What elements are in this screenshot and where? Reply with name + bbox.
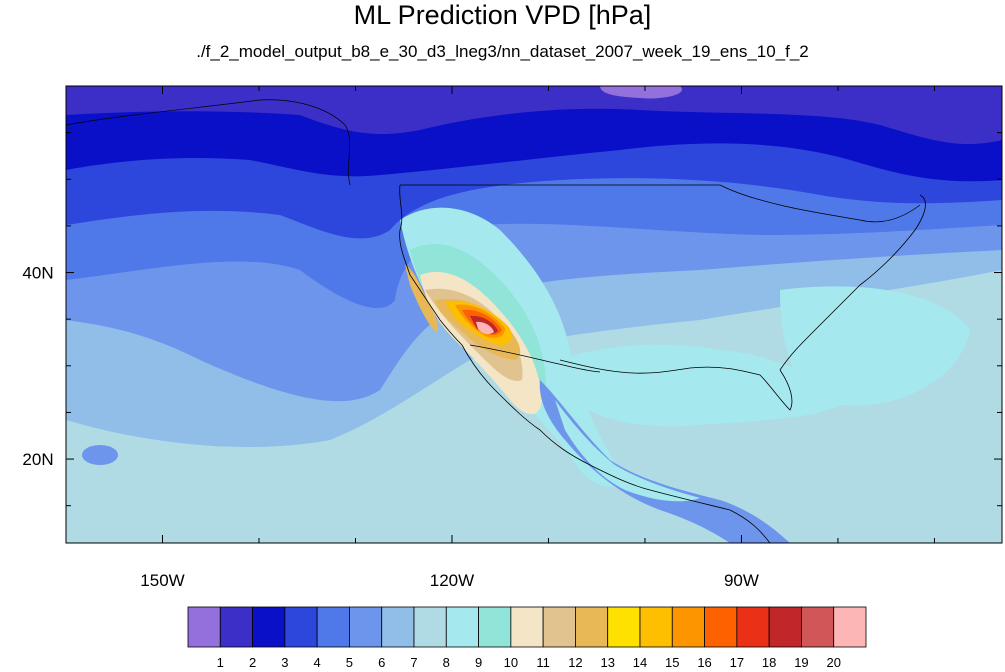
colorbar-label: 11 — [536, 655, 550, 670]
colorbar-swatch — [413, 606, 447, 648]
colorbar-label: 1 — [217, 655, 224, 670]
colorbar-swatch — [252, 606, 286, 648]
vpd-field — [66, 86, 1002, 543]
gulf-patch — [560, 344, 850, 427]
lon-tick-label: 120W — [430, 571, 474, 590]
colorbar-label: 17 — [730, 655, 744, 670]
colorbar-label: 7 — [410, 655, 417, 670]
coastline-east — [779, 194, 926, 371]
colorbar-label: 6 — [378, 655, 385, 670]
colorbar-label: 3 — [281, 655, 288, 670]
mexico-border — [469, 344, 601, 373]
lat-tick-label: 40N — [22, 264, 53, 283]
colorbar-swatch — [639, 606, 673, 648]
sw-level-20 — [476, 321, 494, 335]
coastline-west — [399, 184, 771, 543]
colorbar-label: 10 — [504, 655, 518, 670]
latitude-labels: 40N 20N — [22, 264, 53, 470]
colorbar-swatch — [316, 606, 350, 648]
plot-frame — [65, 85, 1003, 544]
lon-tick-label: 150W — [140, 571, 184, 590]
colorbar-swatch — [575, 606, 609, 648]
lat-tick-label: 20N — [22, 450, 53, 469]
colorbar-label: 4 — [314, 655, 321, 670]
hawaii-patch — [82, 445, 118, 465]
atlantic-patch — [780, 286, 970, 406]
colorbar-swatch — [801, 606, 835, 648]
colorbar-swatch — [768, 606, 802, 648]
longitude-labels: 150W 120W 90W — [140, 571, 759, 590]
canada-border — [400, 184, 921, 223]
colorbar-label: 19 — [794, 655, 808, 670]
colorbar-swatch — [478, 606, 512, 648]
band-level-1 — [66, 86, 1002, 145]
colorbar-swatch — [671, 606, 705, 648]
map-subtitle: ./f_2_model_output_b8_e_30_d3_lneg3/nn_d… — [196, 42, 809, 61]
colorbar-label: 18 — [762, 655, 776, 670]
colorbar-label: 15 — [665, 655, 679, 670]
colorbar: 1 2 3 4 5 6 7 8 9 10 11 12 13 14 15 16 17 18 19 20 — [187, 606, 867, 670]
colorbar-swatch — [736, 606, 770, 648]
coastline-gulf — [559, 359, 793, 411]
colorbar-swatch — [284, 606, 318, 648]
colorbar-swatch — [219, 606, 253, 648]
colorbar-swatch — [187, 606, 221, 648]
alaska-coast — [66, 99, 351, 186]
colorbar-label: 5 — [346, 655, 353, 670]
colorbar-swatch — [510, 606, 544, 648]
axis-ticks — [65, 85, 1002, 543]
mexico-level-8 — [555, 400, 700, 502]
colorbar-swatch — [381, 606, 415, 648]
colorbar-label: 14 — [633, 655, 647, 670]
colorbar-label: 13 — [600, 655, 614, 670]
colorbar-label: 20 — [826, 655, 840, 670]
colorbar-swatch — [607, 606, 641, 648]
colorbar-label: 12 — [568, 655, 582, 670]
map-title: ML Prediction VPD [hPa] — [353, 0, 652, 30]
baja-strip — [405, 265, 438, 332]
lon-tick-label: 90W — [724, 571, 759, 590]
colorbar-swatch — [349, 606, 383, 648]
colorbar-label: 8 — [443, 655, 450, 670]
colorbar-label: 9 — [475, 655, 482, 670]
band-level-0 — [600, 86, 682, 99]
colorbar-swatch — [704, 606, 738, 648]
colorbar-swatch — [833, 606, 867, 648]
colorbar-label: 16 — [697, 655, 711, 670]
colorbar-swatch — [445, 606, 479, 648]
colorbar-label: 2 — [249, 655, 256, 670]
colorbar-swatch — [542, 606, 576, 648]
